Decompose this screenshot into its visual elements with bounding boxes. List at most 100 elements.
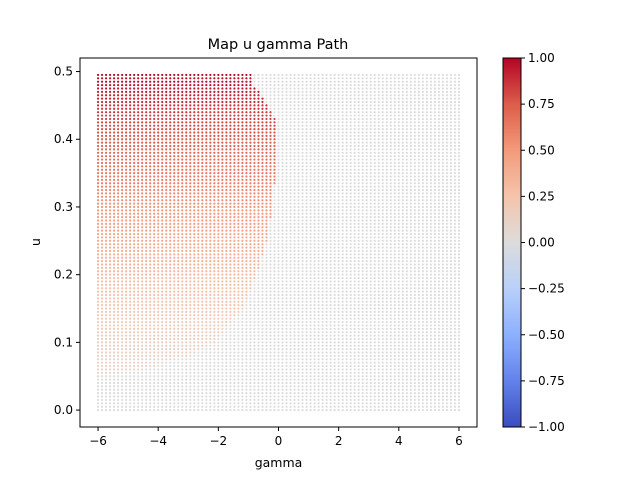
data-point bbox=[217, 348, 220, 351]
data-point bbox=[245, 381, 248, 385]
data-point bbox=[145, 314, 148, 317]
data-point bbox=[177, 253, 180, 256]
data-point bbox=[417, 327, 420, 330]
data-point bbox=[153, 256, 156, 259]
data-point bbox=[389, 253, 392, 256]
data-point bbox=[361, 307, 364, 310]
data-point bbox=[429, 337, 432, 341]
data-point bbox=[449, 310, 453, 313]
data-point bbox=[209, 256, 212, 259]
data-point bbox=[245, 344, 248, 347]
data-point bbox=[96, 300, 100, 303]
data-point bbox=[341, 266, 344, 269]
data-point bbox=[393, 320, 396, 324]
data-point bbox=[181, 402, 184, 405]
data-point bbox=[429, 280, 432, 283]
data-point bbox=[329, 361, 332, 364]
data-point bbox=[433, 266, 436, 269]
data-point bbox=[229, 334, 232, 337]
data-point bbox=[405, 263, 408, 266]
data-point bbox=[205, 408, 208, 412]
data-point bbox=[249, 381, 252, 385]
data-point bbox=[329, 408, 332, 412]
data-point bbox=[385, 300, 388, 303]
data-point bbox=[137, 348, 140, 351]
data-point bbox=[357, 331, 360, 334]
data-point bbox=[313, 283, 316, 286]
data-point bbox=[381, 324, 384, 327]
data-point bbox=[345, 226, 348, 229]
data-point bbox=[129, 263, 132, 266]
data-point bbox=[112, 283, 116, 286]
data-point bbox=[433, 236, 436, 239]
data-point bbox=[349, 398, 352, 402]
data-point bbox=[229, 358, 232, 361]
data-point bbox=[100, 320, 104, 324]
data-point bbox=[365, 324, 368, 327]
data-point bbox=[96, 378, 100, 381]
data-point bbox=[433, 246, 436, 249]
data-point bbox=[337, 368, 340, 371]
data-point bbox=[165, 293, 168, 297]
data-point bbox=[437, 276, 440, 280]
data-point bbox=[445, 253, 449, 256]
data-point bbox=[353, 283, 356, 286]
data-point bbox=[309, 260, 312, 263]
data-point bbox=[153, 249, 156, 253]
data-point bbox=[417, 324, 420, 327]
data-point bbox=[377, 348, 380, 351]
data-point bbox=[405, 270, 408, 273]
data-point bbox=[100, 317, 104, 320]
data-point bbox=[96, 375, 100, 378]
data-point bbox=[108, 232, 112, 236]
data-point bbox=[153, 375, 156, 378]
data-point bbox=[333, 398, 336, 402]
data-point bbox=[181, 381, 184, 385]
data-point bbox=[149, 270, 152, 273]
data-point bbox=[361, 280, 364, 283]
data-point bbox=[221, 337, 224, 341]
data-point bbox=[381, 408, 384, 412]
data-point bbox=[121, 236, 124, 239]
data-point bbox=[201, 324, 204, 327]
data-point bbox=[433, 290, 436, 293]
data-point bbox=[381, 260, 384, 263]
data-point bbox=[397, 368, 400, 371]
data-point bbox=[377, 243, 380, 246]
data-point bbox=[265, 388, 268, 391]
data-point bbox=[385, 341, 388, 344]
data-point bbox=[233, 246, 236, 249]
data-point bbox=[353, 348, 356, 351]
data-point bbox=[225, 358, 228, 361]
data-point bbox=[333, 314, 336, 317]
data-point bbox=[281, 337, 284, 341]
data-point bbox=[165, 358, 168, 361]
data-point bbox=[261, 249, 264, 253]
data-point bbox=[377, 378, 380, 381]
data-point bbox=[125, 290, 128, 293]
data-point bbox=[213, 236, 216, 239]
data-point bbox=[117, 307, 120, 310]
data-point bbox=[309, 375, 312, 378]
data-point bbox=[441, 337, 445, 341]
data-point bbox=[121, 364, 124, 368]
data-point bbox=[285, 232, 288, 236]
data-point bbox=[309, 266, 312, 269]
data-point bbox=[257, 226, 260, 229]
data-point bbox=[441, 236, 445, 239]
data-point bbox=[413, 408, 416, 412]
data-point bbox=[129, 314, 132, 317]
data-point bbox=[245, 276, 248, 280]
data-point bbox=[112, 381, 116, 385]
data-point bbox=[369, 408, 372, 412]
data-point bbox=[289, 408, 292, 412]
data-point bbox=[149, 246, 152, 249]
data-point bbox=[337, 392, 340, 395]
data-point bbox=[125, 246, 128, 249]
data-point bbox=[197, 239, 200, 242]
data-point bbox=[441, 297, 445, 300]
data-point bbox=[197, 402, 200, 405]
data-point bbox=[257, 317, 260, 320]
data-point bbox=[397, 256, 400, 259]
data-point bbox=[185, 287, 188, 290]
